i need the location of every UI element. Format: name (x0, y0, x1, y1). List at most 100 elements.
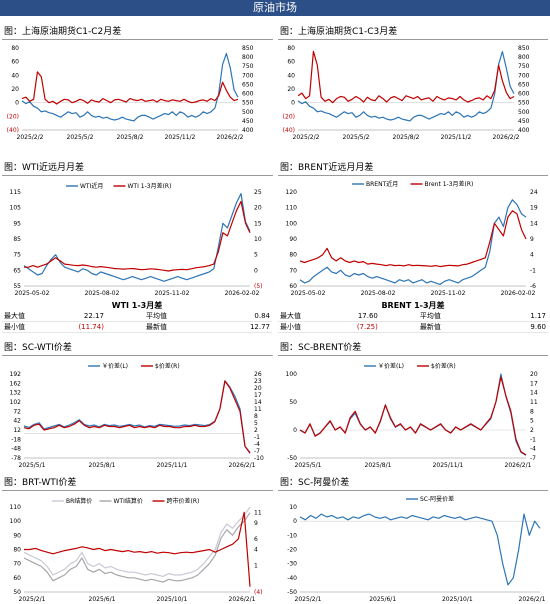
stat-value: 1.17 (530, 312, 546, 320)
y-tick-label: -78 (11, 455, 21, 462)
y2-tick-label: 17 (254, 392, 262, 399)
y-tick-label: 60 (11, 59, 19, 66)
y2-tick-label: 8 (530, 408, 534, 415)
panel-title-c2: 图：上海原油期货C1-C3月差 (280, 27, 398, 37)
series-line (24, 200, 251, 272)
series-line (299, 199, 527, 286)
y-tick-label: (40) (283, 127, 295, 134)
x-tick-label: 2025-11-02 (431, 290, 466, 297)
y-tick-label: (20) (7, 113, 19, 120)
y-tick-label: -10 (287, 532, 297, 539)
series-line (23, 193, 251, 282)
y-tick-label: -48 (11, 446, 21, 453)
chart-sc-c1-c3: 80 60 40 20 0 (20) (40) 850 800 750 700 650 600 550 50… (283, 45, 530, 141)
panel-title-c3: 图：WTI近远月月差 (4, 163, 85, 173)
y2-tick-label: 14 (254, 399, 262, 406)
y-tick-label: 65 (13, 267, 21, 274)
x-tick-label: 2026/2/2 (493, 134, 520, 141)
series-line (24, 511, 251, 587)
title-rule (278, 355, 548, 356)
stat-label: 最新值 (145, 323, 167, 331)
panel-title-c8: 图：SC-阿曼价差 (280, 478, 350, 488)
y-tick-label: 110 (10, 504, 22, 511)
chart-sc-brent: 100 50 0 -50 20 17 14 11 8 5 2 -1 -4 -7 2025/5/1 2025/8… (286, 362, 538, 469)
series-line (299, 513, 541, 586)
y-tick-label: -40 (287, 575, 297, 582)
x-tick-label: 2025/8/1 (365, 462, 392, 469)
panel-title-c6: 图：SC-BRENT价差 (280, 343, 362, 353)
y-tick-label: 72 (13, 408, 21, 415)
wti-stats-title: WTI 1-3月差 (111, 301, 163, 310)
y2-tick-label: 1 (254, 562, 258, 569)
y2-tick-label: -4 (530, 446, 536, 453)
x-tick-label: 2025/8/2 (117, 134, 144, 141)
y2-tick-label: 17 (530, 380, 538, 387)
y-tick-label: 90 (289, 236, 297, 243)
x-tick-label: 2025/5/1 (295, 462, 322, 469)
y2-tick-label: 19 (530, 205, 538, 212)
y2-tick-label: 650 (518, 81, 530, 88)
legend-label: BR结算价 (66, 497, 92, 505)
y2-tick-label: 11 (530, 399, 538, 406)
y-tick-label: 0 (291, 100, 295, 107)
title-rule (278, 490, 548, 491)
y2-tick-label: 600 (242, 91, 254, 98)
y-tick-label: 115 (10, 189, 22, 196)
title-rule (2, 39, 273, 40)
y2-tick-label: 400 (242, 127, 254, 134)
y-tick-label: 102 (10, 399, 22, 406)
x-tick-label: 2025/2/2 (17, 134, 44, 141)
x-tick-label: 2025/6/1 (369, 596, 396, 603)
y2-tick-label: -4 (254, 441, 260, 448)
y2-tick-label: 5 (254, 252, 258, 259)
x-tick-label: 2026-02-02 (501, 290, 536, 297)
y-tick-label: 20 (287, 86, 295, 93)
chart-brent-spread: 120 110 100 90 80 70 60 24 19 14 9 4 -1 -6 2025-05-02 2… (286, 180, 538, 297)
legend-label: WTI近月 (80, 182, 103, 190)
panel-title-c4: 图：BRENT近远月月差 (280, 163, 374, 173)
x-tick-label: 2025/10/1 (442, 596, 473, 603)
x-tick-label: 2025/2/1 (19, 596, 46, 603)
y2-tick-label: 700 (242, 72, 254, 79)
y2-tick-label: 2 (254, 427, 258, 434)
y2-tick-label: 700 (518, 72, 530, 79)
x-tick-label: 2025/2/2 (293, 134, 320, 141)
stat-label: 最新值 (419, 323, 441, 331)
legend-label: WTI 1-3月差(R) (128, 182, 172, 190)
y2-tick-label: 850 (242, 45, 254, 52)
y-tick-label: 110 (286, 205, 298, 212)
legend-label: ￥价差(L) (378, 362, 404, 370)
y2-tick-label: 500 (518, 109, 530, 116)
y-tick-label: 70 (13, 561, 21, 568)
wti-stats-table: 最大值 22.17 平均值 0.84 最小值 (11.74) 最新值 12.77 (2, 311, 272, 333)
x-tick-label: 2025/6/1 (89, 596, 116, 603)
x-tick-label: 2025-08-02 (85, 290, 120, 297)
y2-tick-label: -7 (530, 455, 536, 462)
title-rule (2, 175, 273, 176)
y2-tick-label: 550 (242, 100, 254, 107)
y2-tick-label: 500 (242, 109, 254, 116)
y-tick-label: 120 (286, 189, 298, 196)
x-tick-label: 2025-05-02 (291, 290, 326, 297)
table-row: 最小值 (7.25) 最新值 9.60 (278, 322, 548, 333)
title-rule (2, 490, 273, 491)
y-tick-label: 0 (293, 518, 297, 525)
y2-tick-label: 20 (530, 371, 538, 378)
title-rule (278, 175, 548, 176)
title-rule (278, 39, 548, 40)
y2-tick-label: 4 (254, 547, 258, 554)
y2-tick-label: 9 (254, 520, 258, 527)
y-tick-label: 80 (289, 252, 297, 259)
y-tick-label: 95 (13, 220, 21, 227)
x-tick-label: 2026/2/1 (519, 596, 546, 603)
table-row: 最大值 22.17 平均值 0.84 (2, 311, 272, 322)
stat-value: (7.25) (356, 323, 378, 331)
x-tick-label: 2025/10/1 (157, 596, 188, 603)
y2-tick-label: 750 (518, 63, 530, 70)
y-tick-label: -18 (11, 436, 21, 443)
y2-tick-label: 550 (518, 100, 530, 107)
x-tick-label: 2025/5/1 (19, 462, 46, 469)
